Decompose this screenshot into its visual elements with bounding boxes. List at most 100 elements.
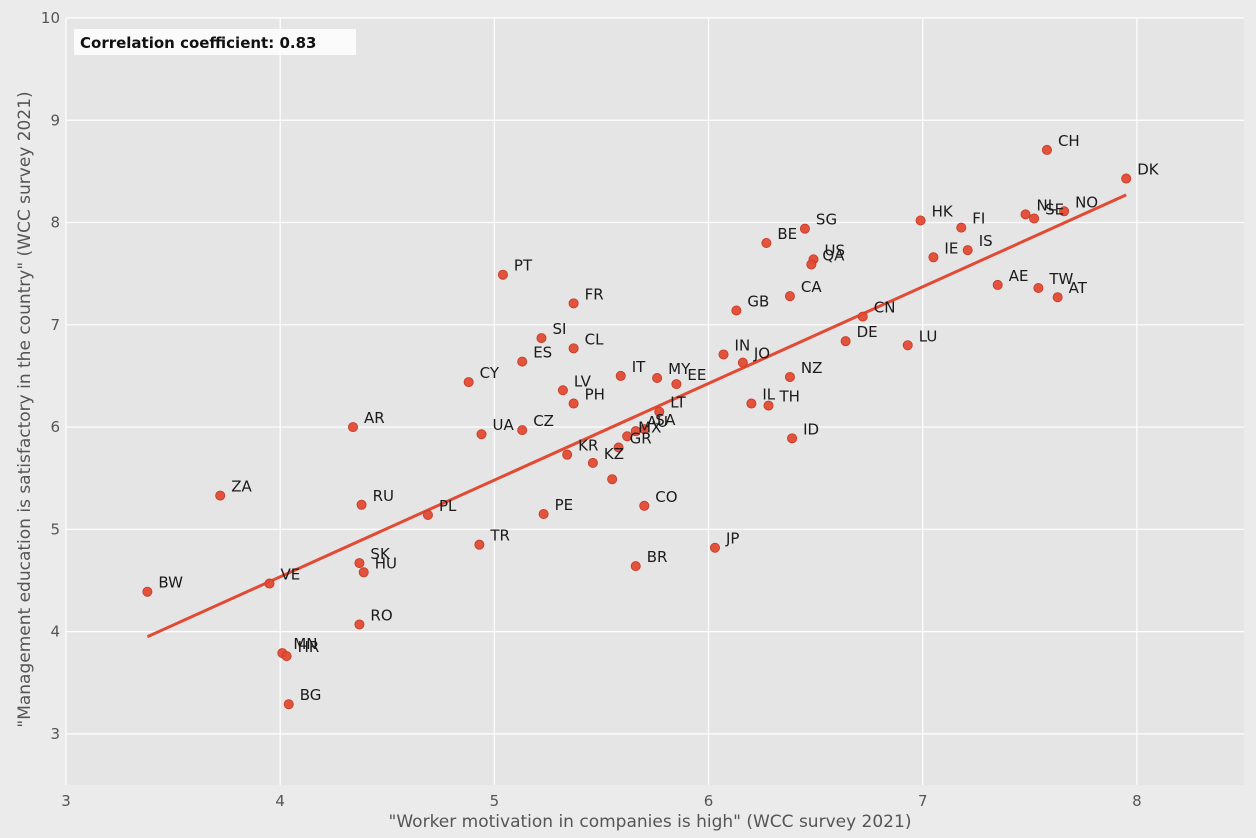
- data-point-ca: [784, 291, 795, 302]
- point-label-ca: CA: [801, 278, 822, 296]
- data-point-ua: [476, 429, 487, 440]
- y-tick-label: 6: [50, 418, 60, 436]
- data-point-si: [536, 333, 547, 344]
- point-label-hu: HU: [375, 554, 397, 572]
- data-point-ae: [992, 279, 1003, 290]
- data-point-ee: [671, 379, 682, 390]
- data-point-br: [630, 561, 641, 572]
- data-point-pe: [538, 508, 549, 519]
- x-tick-label: 5: [490, 792, 500, 810]
- data-point-de: [840, 336, 851, 347]
- data-point-fi: [956, 222, 967, 233]
- point-label-gb: GB: [747, 292, 769, 310]
- point-label-cn: CN: [874, 299, 896, 317]
- point-label-dk: DK: [1137, 161, 1160, 179]
- point-label-pe: PE: [555, 496, 574, 514]
- point-label-bg: BG: [300, 686, 322, 704]
- data-point-ru: [356, 499, 367, 510]
- data-point-tr: [474, 539, 485, 550]
- point-label-at: AT: [1069, 279, 1088, 297]
- point-label-ro: RO: [370, 606, 392, 624]
- data-point-bw: [142, 586, 153, 597]
- point-label-cy: CY: [480, 364, 500, 382]
- point-label-se: SE: [1045, 200, 1064, 218]
- point-label-fr: FR: [585, 285, 604, 303]
- data-point-ve: [264, 578, 275, 589]
- data-point-cz: [517, 425, 528, 436]
- y-tick-label: 4: [50, 623, 60, 641]
- point-label-in: IN: [735, 336, 751, 354]
- y-axis-title: "Management education is satisfactory in…: [15, 91, 35, 727]
- x-tick-label: 4: [275, 792, 285, 810]
- point-label-au: AU: [647, 413, 668, 431]
- data-point-nl: [1020, 209, 1031, 220]
- data-point-gb: [731, 305, 742, 316]
- point-label-jo: JO: [753, 345, 770, 363]
- point-label-es: ES: [533, 344, 552, 362]
- annotation-box: [74, 29, 356, 55]
- x-tick-label: 3: [61, 792, 71, 810]
- point-label-jp: JP: [725, 530, 739, 548]
- y-tick-label: 10: [41, 9, 60, 27]
- data-point-sk: [354, 558, 365, 569]
- data-point-nz: [784, 371, 795, 382]
- point-label-is: IS: [979, 232, 993, 250]
- point-label-sg: SG: [816, 211, 837, 229]
- correlation-annotation: Correlation coefficient: 0.83: [80, 34, 316, 52]
- data-point-co: [639, 500, 650, 511]
- data-point-lt: [654, 406, 665, 417]
- data-point-lu: [902, 340, 913, 351]
- point-label-de: DE: [857, 323, 878, 341]
- data-point-kr: [562, 449, 573, 460]
- data-point-pt: [497, 269, 508, 280]
- point-label-tw: TW: [1048, 270, 1073, 288]
- y-tick-label: 3: [50, 725, 60, 743]
- point-label-kr: KR: [578, 437, 598, 455]
- point-label-nl: NL: [1037, 196, 1057, 214]
- point-label-nz: NZ: [801, 359, 823, 377]
- data-point-se: [1029, 213, 1040, 224]
- point-label-cz: CZ: [533, 412, 554, 430]
- data-point-th: [763, 400, 774, 411]
- point-label-us: US: [824, 241, 845, 259]
- data-point-ro: [354, 619, 365, 630]
- x-axis-title: "Worker motivation in companies is high"…: [389, 812, 912, 832]
- data-point-cl: [568, 343, 579, 354]
- point-label-ua: UA: [493, 416, 515, 434]
- point-label-lu: LU: [919, 327, 938, 345]
- data-point-my: [652, 372, 663, 383]
- point-label-za: ZA: [231, 478, 252, 496]
- data-point-lv: [557, 385, 568, 396]
- data-point-au: [630, 426, 641, 437]
- data-point-ch: [1041, 144, 1052, 155]
- point-label-kz: KZ: [604, 445, 624, 463]
- data-point-it: [615, 370, 626, 381]
- point-label-pt: PT: [514, 257, 533, 275]
- data-point-hk: [915, 215, 926, 226]
- data-point-be: [761, 237, 772, 248]
- data-point-fr: [568, 298, 579, 309]
- data-point-no: [1059, 206, 1070, 217]
- point-label-be: BE: [777, 225, 797, 243]
- point-label-ie: IE: [944, 239, 958, 257]
- y-tick-label: 5: [50, 520, 60, 538]
- point-label-mx: MX: [638, 418, 661, 436]
- data-point-es: [517, 356, 528, 367]
- point-label-tr: TR: [489, 527, 510, 545]
- point-label-ph: PH: [585, 386, 605, 404]
- data-point-mx: [622, 431, 633, 442]
- data-point-kz: [587, 457, 598, 468]
- trend-line: [146, 193, 1127, 639]
- point-label-my: MY: [668, 360, 691, 378]
- point-label-fi: FI: [972, 210, 985, 228]
- data-point-hr: [281, 651, 292, 662]
- point-label-mn: MN: [293, 635, 317, 653]
- data-point-at: [1052, 292, 1063, 303]
- data-point-jp: [709, 542, 720, 553]
- point-label-hr: HR: [298, 638, 320, 656]
- point-label-pl: PL: [439, 497, 457, 515]
- point-label-co: CO: [655, 488, 677, 506]
- point-label-lv: LV: [574, 372, 592, 390]
